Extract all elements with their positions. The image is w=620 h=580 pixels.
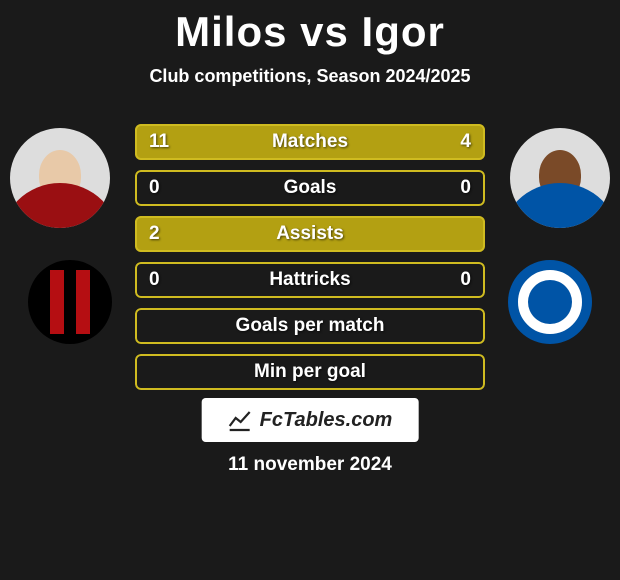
player-right-name: Igor — [362, 8, 445, 55]
vs-separator: vs — [300, 8, 361, 55]
player-left-avatar — [10, 128, 110, 228]
stat-label: Hattricks — [135, 262, 485, 298]
stat-label: Goals — [135, 170, 485, 206]
stat-label: Min per goal — [135, 354, 485, 390]
subtitle: Club competitions, Season 2024/2025 — [0, 66, 620, 87]
stat-bars: 11Matches40Goals02Assists0Hattricks0Goal… — [135, 124, 485, 390]
club-left-badge — [28, 260, 112, 344]
club-shield-icon — [28, 260, 112, 344]
watermark: FcTables.com — [202, 398, 419, 442]
stat-label: Matches — [135, 124, 485, 160]
stat-row: 2Assists — [135, 216, 485, 252]
stat-value-right: 0 — [446, 262, 485, 298]
stat-value-right — [457, 216, 485, 252]
stat-value-right — [457, 308, 485, 344]
watermark-text: FcTables.com — [260, 409, 393, 432]
player-left-name: Milos — [175, 8, 287, 55]
chart-icon — [228, 408, 252, 432]
club-ring-icon — [508, 260, 592, 344]
date-label: 11 november 2024 — [0, 454, 620, 476]
stat-value-right: 0 — [446, 170, 485, 206]
page-title: Milos vs Igor — [0, 0, 620, 56]
stat-label: Goals per match — [135, 308, 485, 344]
stat-row: Min per goal — [135, 354, 485, 390]
player-right-avatar — [510, 128, 610, 228]
stat-label: Assists — [135, 216, 485, 252]
stat-row: Goals per match — [135, 308, 485, 344]
avatar-shoulders — [10, 183, 110, 228]
avatar-shoulders — [510, 183, 610, 228]
stat-value-right: 4 — [446, 124, 485, 160]
stat-value-right — [457, 354, 485, 390]
stat-row: 0Goals0 — [135, 170, 485, 206]
stat-row: 0Hattricks0 — [135, 262, 485, 298]
stat-row: 11Matches4 — [135, 124, 485, 160]
club-right-badge — [508, 260, 592, 344]
